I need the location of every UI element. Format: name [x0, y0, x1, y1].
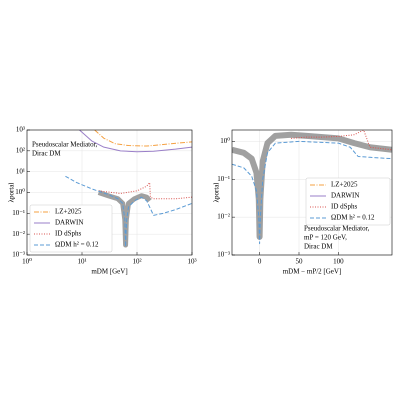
plot-frame: [26, 129, 193, 256]
x-tick-label: 0: [258, 258, 262, 266]
series-line: [291, 130, 392, 151]
y-tick-label: 10⁻³: [217, 251, 230, 259]
y-tick-label: 10⁰: [220, 137, 230, 145]
legend-label: DARWIN: [331, 192, 359, 200]
x-tick-label: 10³: [187, 258, 196, 266]
y-tick-label: 10⁻³: [12, 251, 25, 259]
series-line: [232, 131, 392, 240]
y-tick-label: 10⁻²: [12, 230, 25, 238]
legend-label: LZ+2025: [55, 208, 82, 216]
y-axis-label: λportal: [213, 183, 221, 203]
series-line: [79, 130, 192, 153]
y-tick-label: 10⁻¹: [12, 209, 25, 217]
series-line: [98, 182, 192, 200]
plot-frame: [231, 129, 393, 256]
x-tick-label: 100: [333, 258, 344, 266]
legend-label: LZ+2025: [331, 181, 358, 189]
legend-label: DARWIN: [55, 219, 83, 227]
x-tick-label: 50: [295, 258, 303, 266]
annotation: Dirac DM: [32, 150, 61, 158]
annotation: Pseudoscalar Mediator,: [304, 225, 370, 233]
x-tick-label: 10²: [132, 258, 141, 266]
annotation: mP = 120 GeV,: [304, 234, 347, 242]
y-axis-label: λportal: [8, 183, 16, 203]
x-axis-label: mDM − mP/2 [GeV]: [283, 268, 342, 276]
y-tick-label: 10⁻¹: [217, 175, 230, 183]
legend-label: ID dSphs: [331, 203, 358, 211]
series-line: [232, 140, 392, 245]
panel: 0 50 100 10⁻³ 10⁻² 10⁻¹ 10⁰ mDM − mP/2 [GeV] λpo…: [213, 129, 393, 276]
y-tick-label: 10⁻²: [217, 213, 230, 221]
legend-label: ΩDM h² = 0.12: [55, 241, 99, 249]
y-tick-label: 10¹: [16, 167, 25, 175]
x-tick-label: 10⁰: [22, 258, 32, 266]
x-tick-label: 10¹: [77, 258, 86, 266]
y-tick-label: 10³: [16, 126, 25, 134]
legend-box: [29, 204, 113, 253]
legend-label: ID dSphs: [55, 230, 82, 238]
annotation: Dirac DM: [304, 243, 333, 251]
y-tick-label: 10⁰: [15, 188, 25, 196]
legend-box: [305, 177, 391, 226]
x-axis-label: mDM [GeV]: [91, 268, 127, 276]
legend-label: ΩDM h² = 0.12: [331, 214, 375, 222]
series-line: [65, 175, 192, 248]
panel: 10⁰ 10¹ 10² 10³ 10⁻³ 10⁻² 10⁻¹ 10⁰ 10¹ 10² 10³ mDM …: [8, 126, 197, 276]
series-line: [94, 130, 192, 147]
y-tick-label: 10²: [16, 146, 25, 154]
annotation: Pseudoscalar Mediator,: [32, 141, 98, 149]
